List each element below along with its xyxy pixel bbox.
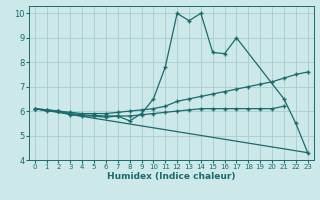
- X-axis label: Humidex (Indice chaleur): Humidex (Indice chaleur): [107, 172, 236, 181]
